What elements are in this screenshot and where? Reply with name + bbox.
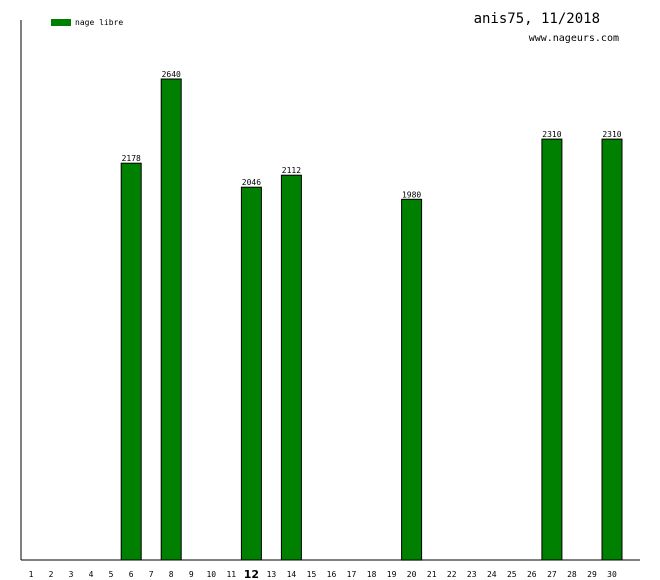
data-label-day-27: 2310 xyxy=(542,130,561,139)
bar-day-27 xyxy=(541,138,563,561)
data-label-day-20: 1980 xyxy=(402,190,421,199)
data-label-day-6: 2178 xyxy=(122,154,141,163)
bar-day-12 xyxy=(240,186,262,561)
data-label-day-8: 2640 xyxy=(162,70,181,79)
chart-title: anis75, 11/2018 xyxy=(474,11,600,27)
bar-day-20 xyxy=(401,198,423,561)
x-tick-label-18: 18 xyxy=(367,570,377,579)
bar-day-6 xyxy=(120,162,142,561)
x-tick-label-1: 1 xyxy=(29,570,34,579)
data-label-day-30: 2310 xyxy=(602,130,621,139)
x-tick-label-21: 21 xyxy=(427,570,437,579)
x-tick-label-27: 27 xyxy=(547,570,557,579)
x-tick-label-11: 11 xyxy=(226,570,236,579)
legend-swatch xyxy=(51,19,71,26)
x-tick-label-13: 13 xyxy=(267,570,277,579)
site-url: www.nageurs.com xyxy=(529,33,619,44)
legend: nage libre xyxy=(51,18,123,27)
x-tick-label-3: 3 xyxy=(69,570,74,579)
bar-day-8 xyxy=(160,78,182,561)
x-tick-label-9: 9 xyxy=(189,570,194,579)
x-tick-label-26: 26 xyxy=(527,570,537,579)
x-tick-label-10: 10 xyxy=(206,570,216,579)
x-tick-label-12: 12 xyxy=(244,568,259,580)
x-tick-label-14: 14 xyxy=(287,570,297,579)
x-tick-label-15: 15 xyxy=(307,570,317,579)
x-tick-label-22: 22 xyxy=(447,570,457,579)
data-labels-group: 2178 2640 2046 2112 1980 2310 2310 xyxy=(122,70,622,199)
x-tick-labels-group: 1 2 3 4 5 6 7 8 9 10 11 12 13 14 15 16 17 18 19 20 21 22 23 24 2… xyxy=(29,568,617,580)
data-label-day-12: 2046 xyxy=(242,178,261,187)
x-tick-label-8: 8 xyxy=(169,570,174,579)
x-tick-label-5: 5 xyxy=(109,570,114,579)
x-tick-label-4: 4 xyxy=(89,570,94,579)
x-tick-label-23: 23 xyxy=(467,570,477,579)
bar-day-30 xyxy=(601,138,623,561)
bar-day-14 xyxy=(280,174,302,561)
x-tick-label-17: 17 xyxy=(347,570,357,579)
x-tick-label-29: 29 xyxy=(587,570,597,579)
data-label-day-14: 2112 xyxy=(282,166,301,175)
legend-label: nage libre xyxy=(75,18,123,27)
x-tick-label-24: 24 xyxy=(487,570,497,579)
x-tick-label-20: 20 xyxy=(407,570,417,579)
x-tick-label-2: 2 xyxy=(49,570,54,579)
x-tick-label-19: 19 xyxy=(387,570,397,579)
x-tick-label-30: 30 xyxy=(607,570,617,579)
x-tick-label-6: 6 xyxy=(129,570,134,579)
x-tick-label-16: 16 xyxy=(327,570,337,579)
x-tick-label-28: 28 xyxy=(567,570,577,579)
x-tick-label-25: 25 xyxy=(507,570,517,579)
bars-group xyxy=(120,78,623,561)
x-tick-label-7: 7 xyxy=(149,570,154,579)
